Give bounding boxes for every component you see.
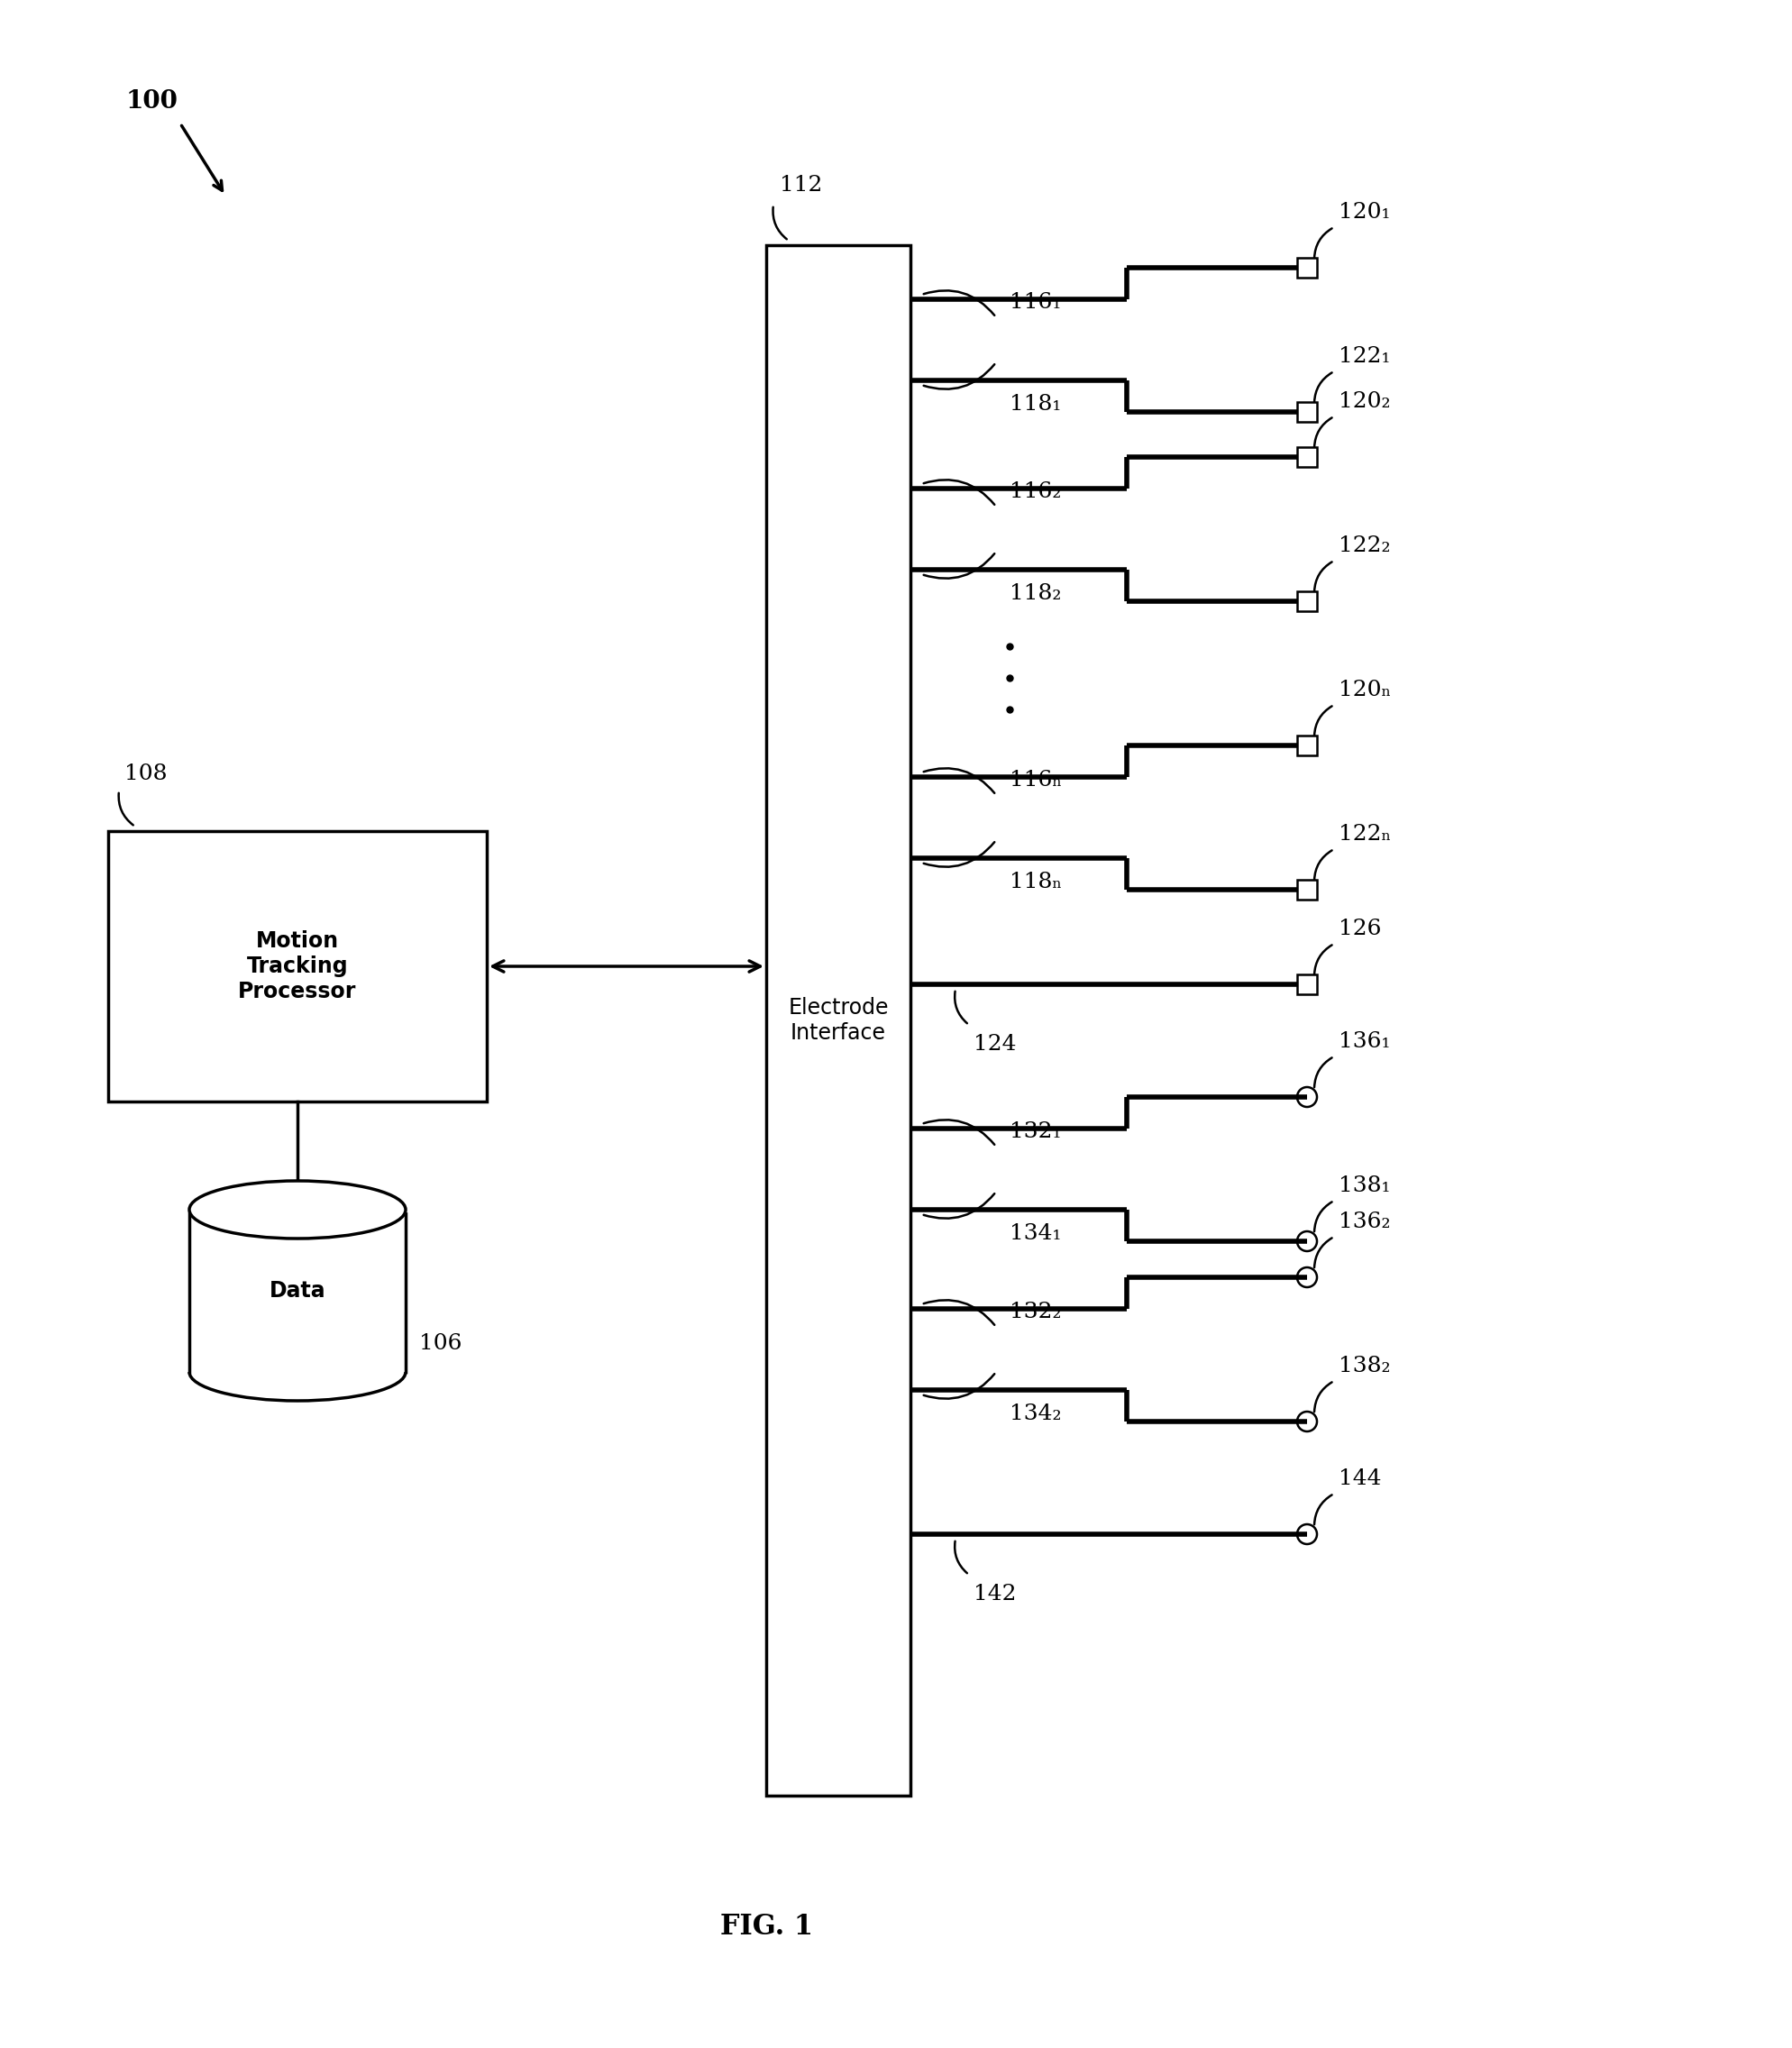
Text: 132₁: 132₁ <box>1009 1122 1061 1143</box>
Text: 126: 126 <box>1339 920 1382 940</box>
Text: 116ₙ: 116ₙ <box>1009 770 1063 791</box>
Text: 142: 142 <box>973 1583 1016 1604</box>
Bar <box>1297 446 1317 467</box>
Bar <box>1297 881 1317 899</box>
Ellipse shape <box>190 1182 405 1239</box>
Text: 134₂: 134₂ <box>1009 1403 1061 1423</box>
Text: 108: 108 <box>124 764 167 784</box>
Text: 124: 124 <box>973 1034 1016 1055</box>
Text: 118ₙ: 118ₙ <box>1009 872 1063 893</box>
Text: 116₂: 116₂ <box>1009 481 1061 502</box>
Bar <box>108 831 487 1102</box>
Text: 120₁: 120₁ <box>1339 203 1391 223</box>
Text: 144: 144 <box>1339 1468 1382 1489</box>
Bar <box>767 246 910 1796</box>
Text: 136₁: 136₁ <box>1339 1032 1391 1053</box>
Text: Motion
Tracking
Processor: Motion Tracking Processor <box>238 930 357 1001</box>
Text: 116₁: 116₁ <box>1009 293 1061 313</box>
Text: 134₁: 134₁ <box>1009 1223 1061 1243</box>
Bar <box>1297 258 1317 279</box>
Text: 118₁: 118₁ <box>1009 393 1061 414</box>
Text: 118₂: 118₂ <box>1009 584 1061 604</box>
Bar <box>1297 975 1317 993</box>
Text: 122₁: 122₁ <box>1339 346 1391 367</box>
Text: 132₂: 132₂ <box>1009 1303 1061 1323</box>
Text: 106: 106 <box>419 1333 462 1354</box>
Text: 136₂: 136₂ <box>1339 1212 1391 1233</box>
Text: 100: 100 <box>125 88 179 113</box>
Text: 122₂: 122₂ <box>1339 535 1391 557</box>
Text: 112: 112 <box>780 174 823 197</box>
Bar <box>1297 401 1317 422</box>
Text: 120₂: 120₂ <box>1339 391 1391 412</box>
Text: 120ₙ: 120ₙ <box>1339 680 1391 700</box>
Text: Electrode
Interface: Electrode Interface <box>788 997 889 1044</box>
Bar <box>1297 735 1317 756</box>
Text: Data: Data <box>269 1280 326 1303</box>
Text: 138₂: 138₂ <box>1339 1356 1391 1376</box>
Text: 122ₙ: 122ₙ <box>1339 823 1391 844</box>
Text: 138₁: 138₁ <box>1339 1176 1391 1196</box>
Bar <box>1297 592 1317 610</box>
Text: FIG. 1: FIG. 1 <box>720 1913 812 1939</box>
